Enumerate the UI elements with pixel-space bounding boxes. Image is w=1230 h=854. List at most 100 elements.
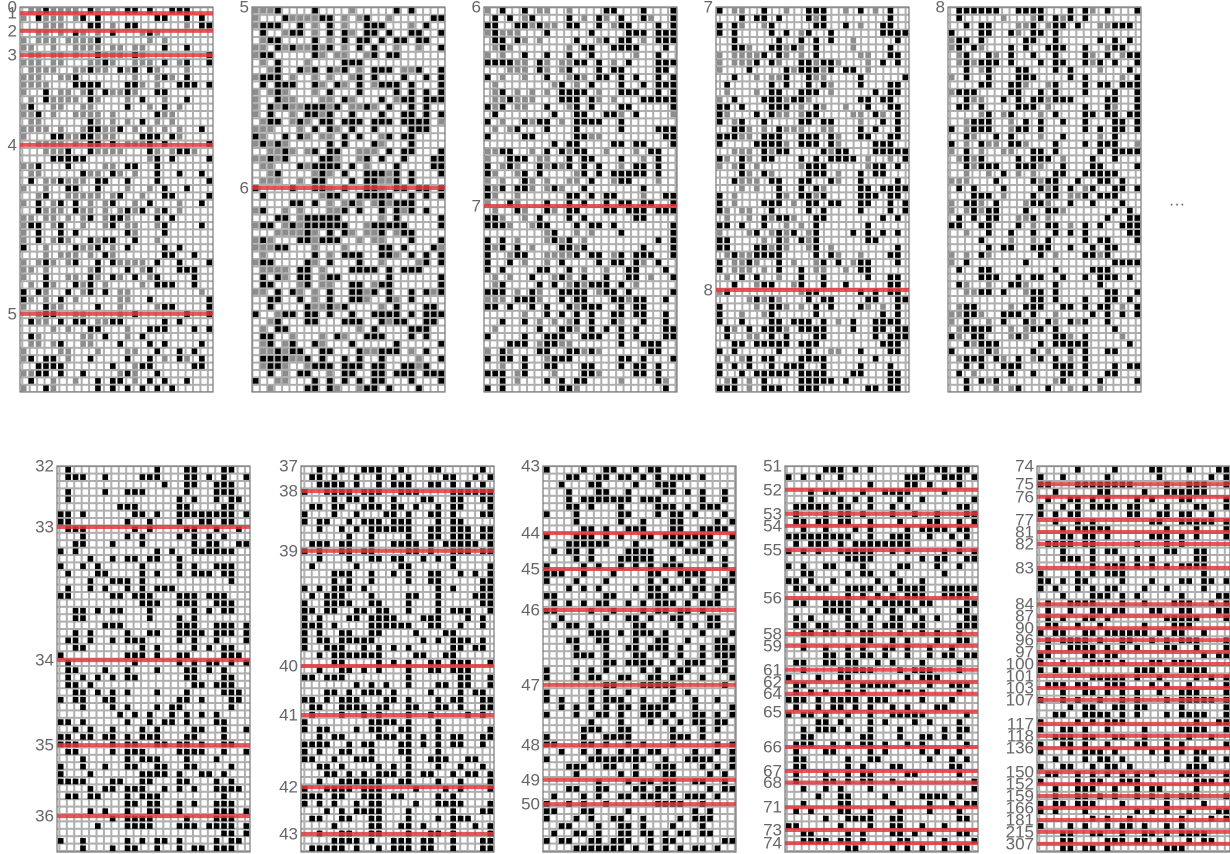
cell [919,555,926,562]
cell [304,237,311,244]
cell [117,318,124,325]
cell [716,363,723,369]
cell [663,126,669,132]
cell [904,563,911,570]
cell [603,704,609,711]
cell [813,111,820,118]
cell [776,215,782,221]
cell [405,756,412,763]
cell [353,838,360,844]
cell [184,185,190,192]
cell [507,274,513,281]
cell [87,192,94,199]
cell [633,267,639,273]
cell [746,355,753,362]
cell [566,304,573,310]
cell [428,496,434,503]
cell [522,370,528,377]
cell [80,30,86,36]
cell [1112,326,1118,332]
cell [544,355,550,362]
cell [746,148,753,155]
cell [132,555,138,562]
cell [699,823,706,829]
cell [768,333,775,340]
cell [346,585,353,592]
cell [72,133,79,140]
cell [349,289,356,295]
cell [768,207,775,214]
cell [327,252,333,258]
cell [139,267,146,273]
cell [1045,178,1052,184]
cell [72,15,79,21]
cell [282,89,289,95]
cell [1052,22,1059,29]
cell [465,526,471,532]
cell [368,793,375,800]
cell [655,637,661,644]
cell [1037,155,1044,162]
cell [754,230,760,236]
cell [65,570,71,577]
cell [206,511,212,518]
cell [368,496,375,503]
row-label: 0 [8,0,17,16]
cell [566,548,572,555]
cell [450,823,456,829]
cell [349,311,356,318]
cell [1000,192,1007,199]
cell [857,370,864,377]
cell [499,37,506,44]
cell [603,7,610,14]
cell [102,237,109,244]
cell [618,74,625,81]
cell [1052,355,1059,362]
cell [267,163,274,169]
cell [376,763,382,770]
cell [648,15,654,21]
cell [109,170,116,177]
cell [480,697,486,703]
cell [714,615,721,621]
cell [304,133,311,140]
cell [596,281,602,288]
cell [413,504,419,510]
cell [904,533,911,540]
cell [813,155,820,162]
cell [154,667,161,673]
cell [435,793,442,800]
cell [176,778,183,785]
cell [648,348,654,355]
cell [1104,252,1111,258]
cell [699,496,706,503]
cell [820,59,827,66]
cell [529,244,536,251]
cell [331,652,338,659]
cell [880,30,886,36]
cell [544,252,550,258]
cell [837,496,844,503]
cell [662,763,669,770]
cell [442,704,449,711]
cell [58,22,64,29]
cell [1082,44,1089,51]
cell [1112,126,1118,132]
cell [820,326,827,332]
cell [714,719,721,725]
cell [435,667,442,673]
cell [1082,81,1089,88]
cell [393,163,400,169]
cell [1112,133,1118,140]
cell [198,511,205,518]
cell [828,252,834,258]
cell [428,756,434,763]
cell [327,207,333,214]
cell [640,207,647,214]
cell [731,96,738,103]
cell [850,370,857,377]
cell [1000,185,1007,192]
cell [206,771,212,777]
cell [897,563,903,570]
cell [632,756,639,763]
